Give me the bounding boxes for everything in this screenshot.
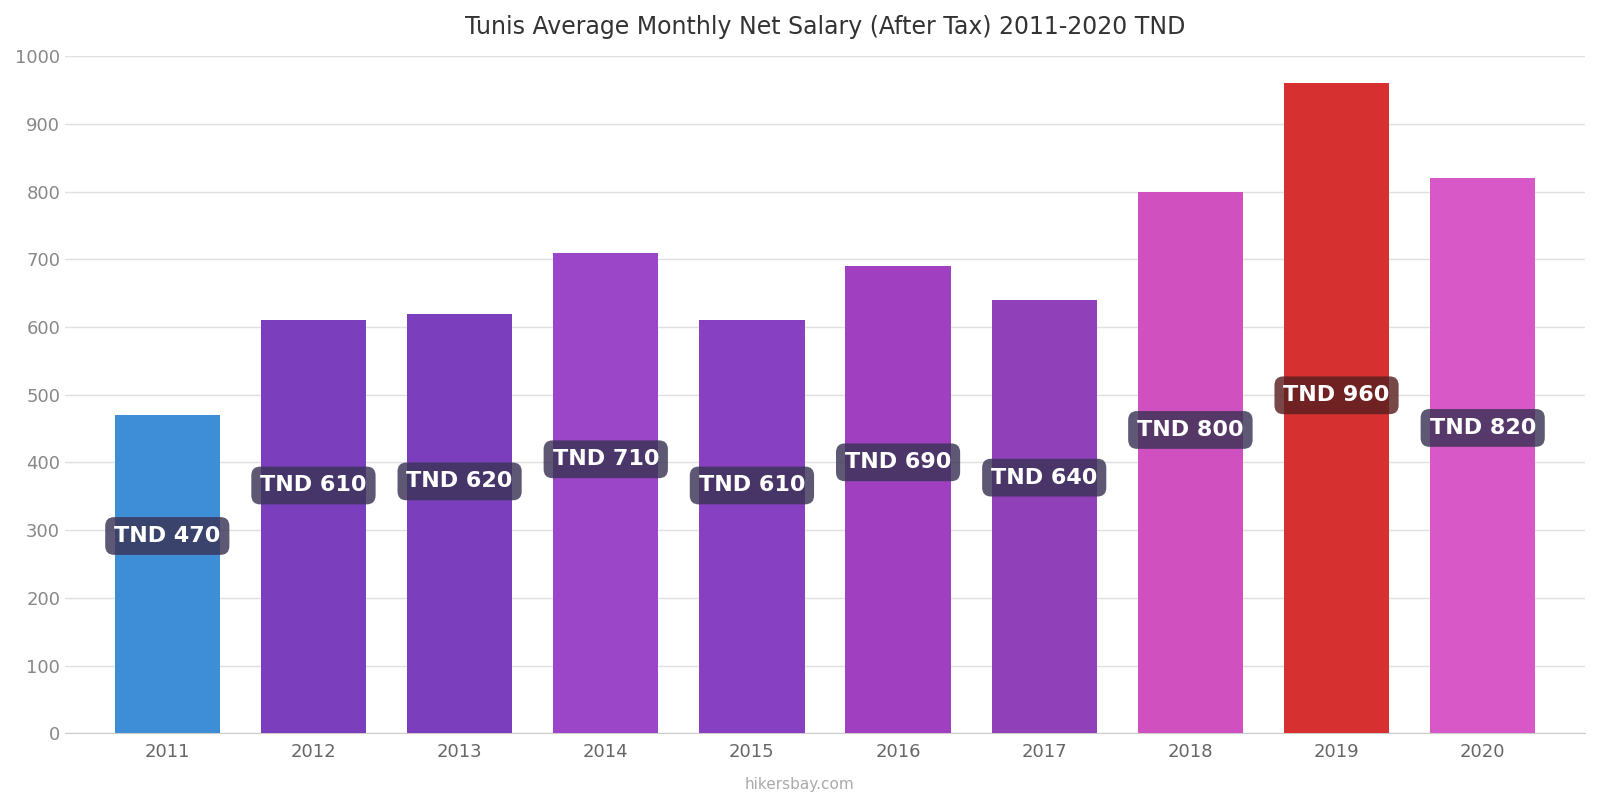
Text: TND 470: TND 470 xyxy=(114,526,221,546)
Text: hikersbay.com: hikersbay.com xyxy=(746,777,854,792)
Bar xyxy=(554,253,658,734)
Text: TND 610: TND 610 xyxy=(699,475,805,495)
Text: TND 800: TND 800 xyxy=(1138,420,1243,440)
Bar xyxy=(261,320,366,734)
Bar xyxy=(1138,192,1243,734)
Text: TND 610: TND 610 xyxy=(261,475,366,495)
Bar xyxy=(845,266,950,734)
Bar xyxy=(699,320,805,734)
Title: Tunis Average Monthly Net Salary (After Tax) 2011-2020 TND: Tunis Average Monthly Net Salary (After … xyxy=(466,15,1186,39)
Text: TND 620: TND 620 xyxy=(406,471,512,491)
Text: TND 710: TND 710 xyxy=(552,450,659,470)
Text: TND 690: TND 690 xyxy=(845,452,952,472)
Bar xyxy=(1283,83,1389,734)
Bar xyxy=(115,415,219,734)
Text: TND 640: TND 640 xyxy=(990,468,1098,488)
Bar xyxy=(992,300,1098,734)
Text: TND 820: TND 820 xyxy=(1429,418,1536,438)
Bar xyxy=(1430,178,1536,734)
Text: TND 960: TND 960 xyxy=(1283,386,1390,406)
Bar xyxy=(406,314,512,734)
